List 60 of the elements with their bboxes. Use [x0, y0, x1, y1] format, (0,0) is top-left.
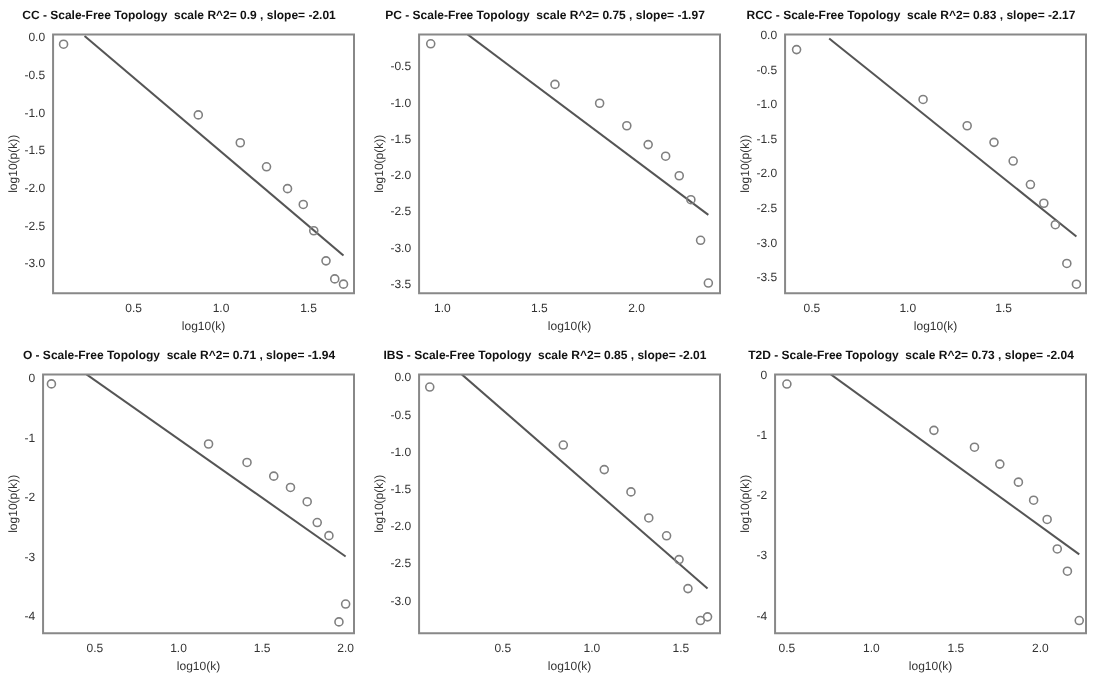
point — [242, 457, 252, 468]
point — [1062, 258, 1072, 269]
point — [1025, 179, 1036, 190]
point — [1028, 495, 1039, 505]
point — [1052, 544, 1063, 554]
point — [686, 194, 696, 205]
point — [334, 617, 344, 627]
point — [203, 439, 214, 449]
point — [1008, 156, 1018, 166]
point — [1042, 514, 1052, 525]
point — [962, 120, 972, 131]
point — [626, 487, 636, 497]
point — [193, 110, 204, 120]
point — [308, 225, 319, 236]
point — [703, 278, 714, 288]
point — [643, 513, 654, 523]
point — [594, 98, 605, 109]
point — [558, 440, 569, 450]
point — [1013, 477, 1024, 487]
point — [424, 382, 435, 392]
point — [918, 94, 928, 105]
point — [285, 482, 296, 493]
point — [1062, 566, 1073, 577]
point — [1074, 615, 1085, 626]
point — [338, 279, 349, 289]
point — [282, 183, 293, 194]
point — [329, 274, 340, 284]
point — [683, 583, 693, 594]
point — [1071, 279, 1082, 289]
point — [643, 139, 653, 150]
point — [702, 612, 713, 622]
point — [989, 137, 999, 148]
point — [1050, 219, 1061, 230]
point — [660, 151, 671, 161]
point — [340, 599, 351, 609]
point — [46, 379, 57, 389]
point — [425, 39, 436, 49]
point — [661, 530, 672, 541]
point — [261, 162, 272, 172]
point — [782, 379, 792, 389]
point — [298, 199, 309, 210]
point — [550, 79, 560, 90]
point — [995, 459, 1005, 469]
point — [695, 235, 706, 246]
point — [235, 137, 246, 148]
point — [302, 496, 312, 507]
point — [791, 44, 802, 55]
point — [321, 256, 331, 266]
point — [929, 425, 939, 436]
point — [58, 39, 69, 49]
point — [268, 471, 279, 481]
point — [324, 530, 334, 541]
point — [674, 170, 685, 181]
point — [1039, 198, 1049, 209]
point — [695, 615, 706, 626]
point — [599, 464, 610, 475]
point — [622, 120, 632, 131]
point — [312, 517, 323, 528]
point — [969, 442, 980, 453]
point — [674, 554, 684, 565]
